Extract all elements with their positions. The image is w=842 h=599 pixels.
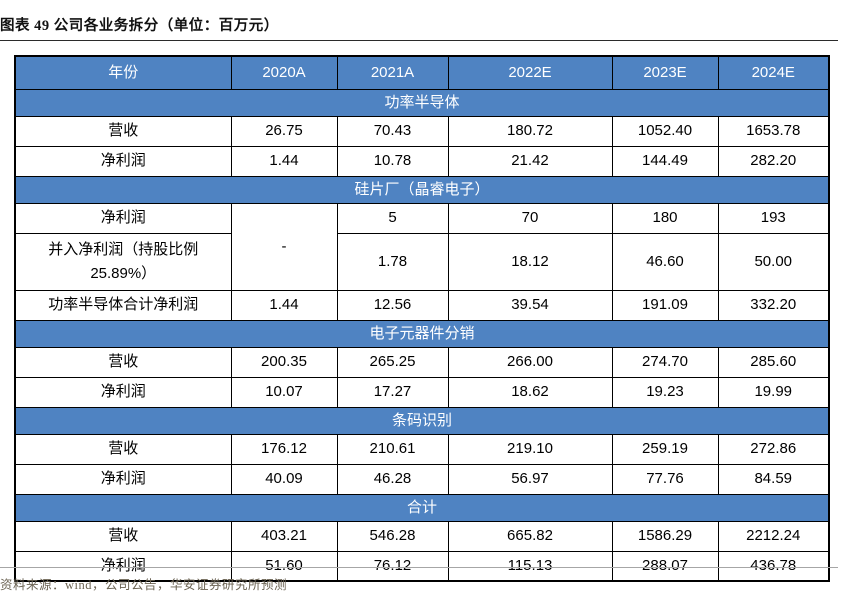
value-cell: 5 bbox=[336, 202, 449, 234]
value-cell: 193 bbox=[717, 202, 830, 234]
value-cell: 19.99 bbox=[717, 376, 830, 408]
value-cell: 1.44 bbox=[230, 145, 338, 177]
value-cell: 436.78 bbox=[717, 550, 830, 582]
section-label: 硅片厂（晶睿电子） bbox=[14, 175, 830, 204]
table-row: 净利润 1.44 10.78 21.42 144.49 282.20 bbox=[14, 145, 830, 177]
value-cell: 180 bbox=[611, 202, 719, 234]
value-cell: 51.60 bbox=[230, 550, 338, 582]
header-cell-2022e: 2022E bbox=[447, 55, 613, 90]
table-row: 净利润 40.09 46.28 56.97 77.76 84.59 bbox=[14, 463, 830, 495]
section-row-silicon-wafer: 硅片厂（晶睿电子） bbox=[14, 175, 830, 204]
value-cell: 274.70 bbox=[611, 346, 719, 378]
row-label-cell: 营收 bbox=[14, 115, 232, 147]
value-cell-merged: - bbox=[230, 202, 338, 291]
title-divider bbox=[0, 40, 838, 41]
value-cell: 46.28 bbox=[336, 463, 449, 495]
table-row: 营收 26.75 70.43 180.72 1052.40 1653.78 bbox=[14, 115, 830, 147]
business-breakdown-table: 年份 2020A 2021A 2022E 2023E 2024E 功率半导体 营… bbox=[14, 55, 830, 582]
row-label-cell: 净利润 bbox=[14, 202, 232, 234]
value-cell: 285.60 bbox=[717, 346, 830, 378]
value-cell: 265.25 bbox=[336, 346, 449, 378]
section-label: 功率半导体 bbox=[14, 88, 830, 117]
header-cell-year: 年份 bbox=[14, 55, 232, 90]
value-cell: 70.43 bbox=[336, 115, 449, 147]
value-cell: 191.09 bbox=[611, 289, 719, 321]
value-cell: 1.78 bbox=[336, 232, 449, 291]
value-cell: 1586.29 bbox=[611, 520, 719, 552]
table-row: 净利润 51.60 76.12 115.13 288.07 436.78 bbox=[14, 550, 830, 582]
row-label-cell: 净利润 bbox=[14, 550, 232, 582]
row-label-cell: 营收 bbox=[14, 520, 232, 552]
section-row-component-distribution: 电子元器件分销 bbox=[14, 319, 830, 348]
source-note: 资料来源：wind，公司公告，华安证券研究所预测 bbox=[0, 578, 288, 592]
value-cell: 272.86 bbox=[717, 433, 830, 465]
value-cell: 84.59 bbox=[717, 463, 830, 495]
value-cell: 40.09 bbox=[230, 463, 338, 495]
table-row: 营收 200.35 265.25 266.00 274.70 285.60 bbox=[14, 346, 830, 378]
value-cell: 2212.24 bbox=[717, 520, 830, 552]
row-label-cell: 功率半导体合计净利润 bbox=[14, 289, 232, 321]
value-cell: 19.23 bbox=[611, 376, 719, 408]
table-row: 营收 403.21 546.28 665.82 1586.29 2212.24 bbox=[14, 520, 830, 552]
table-header-row: 年份 2020A 2021A 2022E 2023E 2024E bbox=[14, 55, 830, 90]
section-label: 电子元器件分销 bbox=[14, 319, 830, 348]
value-cell: 266.00 bbox=[447, 346, 613, 378]
value-cell: 39.54 bbox=[447, 289, 613, 321]
value-cell: 70 bbox=[447, 202, 613, 234]
value-cell: 282.20 bbox=[717, 145, 830, 177]
value-cell: 200.35 bbox=[230, 346, 338, 378]
table-row: 并入净利润（持股比例 25.89%） 1.78 18.12 46.60 50.0… bbox=[14, 232, 830, 291]
footer-divider bbox=[0, 567, 838, 568]
header-cell-2020a: 2020A bbox=[230, 55, 338, 90]
value-cell: 50.00 bbox=[717, 232, 830, 291]
value-cell: 18.62 bbox=[447, 376, 613, 408]
value-cell: 21.42 bbox=[447, 145, 613, 177]
value-cell: 665.82 bbox=[447, 520, 613, 552]
header-cell-2024e: 2024E bbox=[717, 55, 830, 90]
figure-title: 图表 49 公司各业务拆分（单位：百万元） bbox=[0, 18, 279, 34]
value-cell: 219.10 bbox=[447, 433, 613, 465]
row-label-cell: 净利润 bbox=[14, 145, 232, 177]
value-cell: 259.19 bbox=[611, 433, 719, 465]
row-label-cell: 营收 bbox=[14, 346, 232, 378]
value-cell: 26.75 bbox=[230, 115, 338, 147]
table-row: 净利润 - 5 70 180 193 bbox=[14, 202, 830, 291]
value-cell: 1653.78 bbox=[717, 115, 830, 147]
value-cell: 10.78 bbox=[336, 145, 449, 177]
section-row-total: 合计 bbox=[14, 493, 830, 522]
header-cell-2023e: 2023E bbox=[611, 55, 719, 90]
value-cell: 1.44 bbox=[230, 289, 338, 321]
row-label-cell: 净利润 bbox=[14, 376, 232, 408]
value-cell: 210.61 bbox=[336, 433, 449, 465]
value-cell: 546.28 bbox=[336, 520, 449, 552]
row-label-cell: 并入净利润（持股比例 25.89%） bbox=[14, 232, 232, 291]
table-row: 功率半导体合计净利润 1.44 12.56 39.54 191.09 332.2… bbox=[14, 289, 830, 321]
value-cell: 12.56 bbox=[336, 289, 449, 321]
section-label: 合计 bbox=[14, 493, 830, 522]
value-cell: 18.12 bbox=[447, 232, 613, 291]
table-row: 营收 176.12 210.61 219.10 259.19 272.86 bbox=[14, 433, 830, 465]
value-cell: 180.72 bbox=[447, 115, 613, 147]
row-label-cell: 净利润 bbox=[14, 463, 232, 495]
row-label-cell: 营收 bbox=[14, 433, 232, 465]
value-cell: 403.21 bbox=[230, 520, 338, 552]
value-cell: 10.07 bbox=[230, 376, 338, 408]
value-cell: 56.97 bbox=[447, 463, 613, 495]
value-cell: 77.76 bbox=[611, 463, 719, 495]
value-cell: 115.13 bbox=[447, 550, 613, 582]
value-cell: 46.60 bbox=[611, 232, 719, 291]
value-cell: 1052.40 bbox=[611, 115, 719, 147]
section-row-barcode-recognition: 条码识别 bbox=[14, 406, 830, 435]
section-label: 条码识别 bbox=[14, 406, 830, 435]
header-cell-2021a: 2021A bbox=[336, 55, 449, 90]
value-cell: 144.49 bbox=[611, 145, 719, 177]
value-cell: 332.20 bbox=[717, 289, 830, 321]
value-cell: 17.27 bbox=[336, 376, 449, 408]
table-row: 净利润 10.07 17.27 18.62 19.23 19.99 bbox=[14, 376, 830, 408]
value-cell: 176.12 bbox=[230, 433, 338, 465]
section-row-power-semiconductor: 功率半导体 bbox=[14, 88, 830, 117]
